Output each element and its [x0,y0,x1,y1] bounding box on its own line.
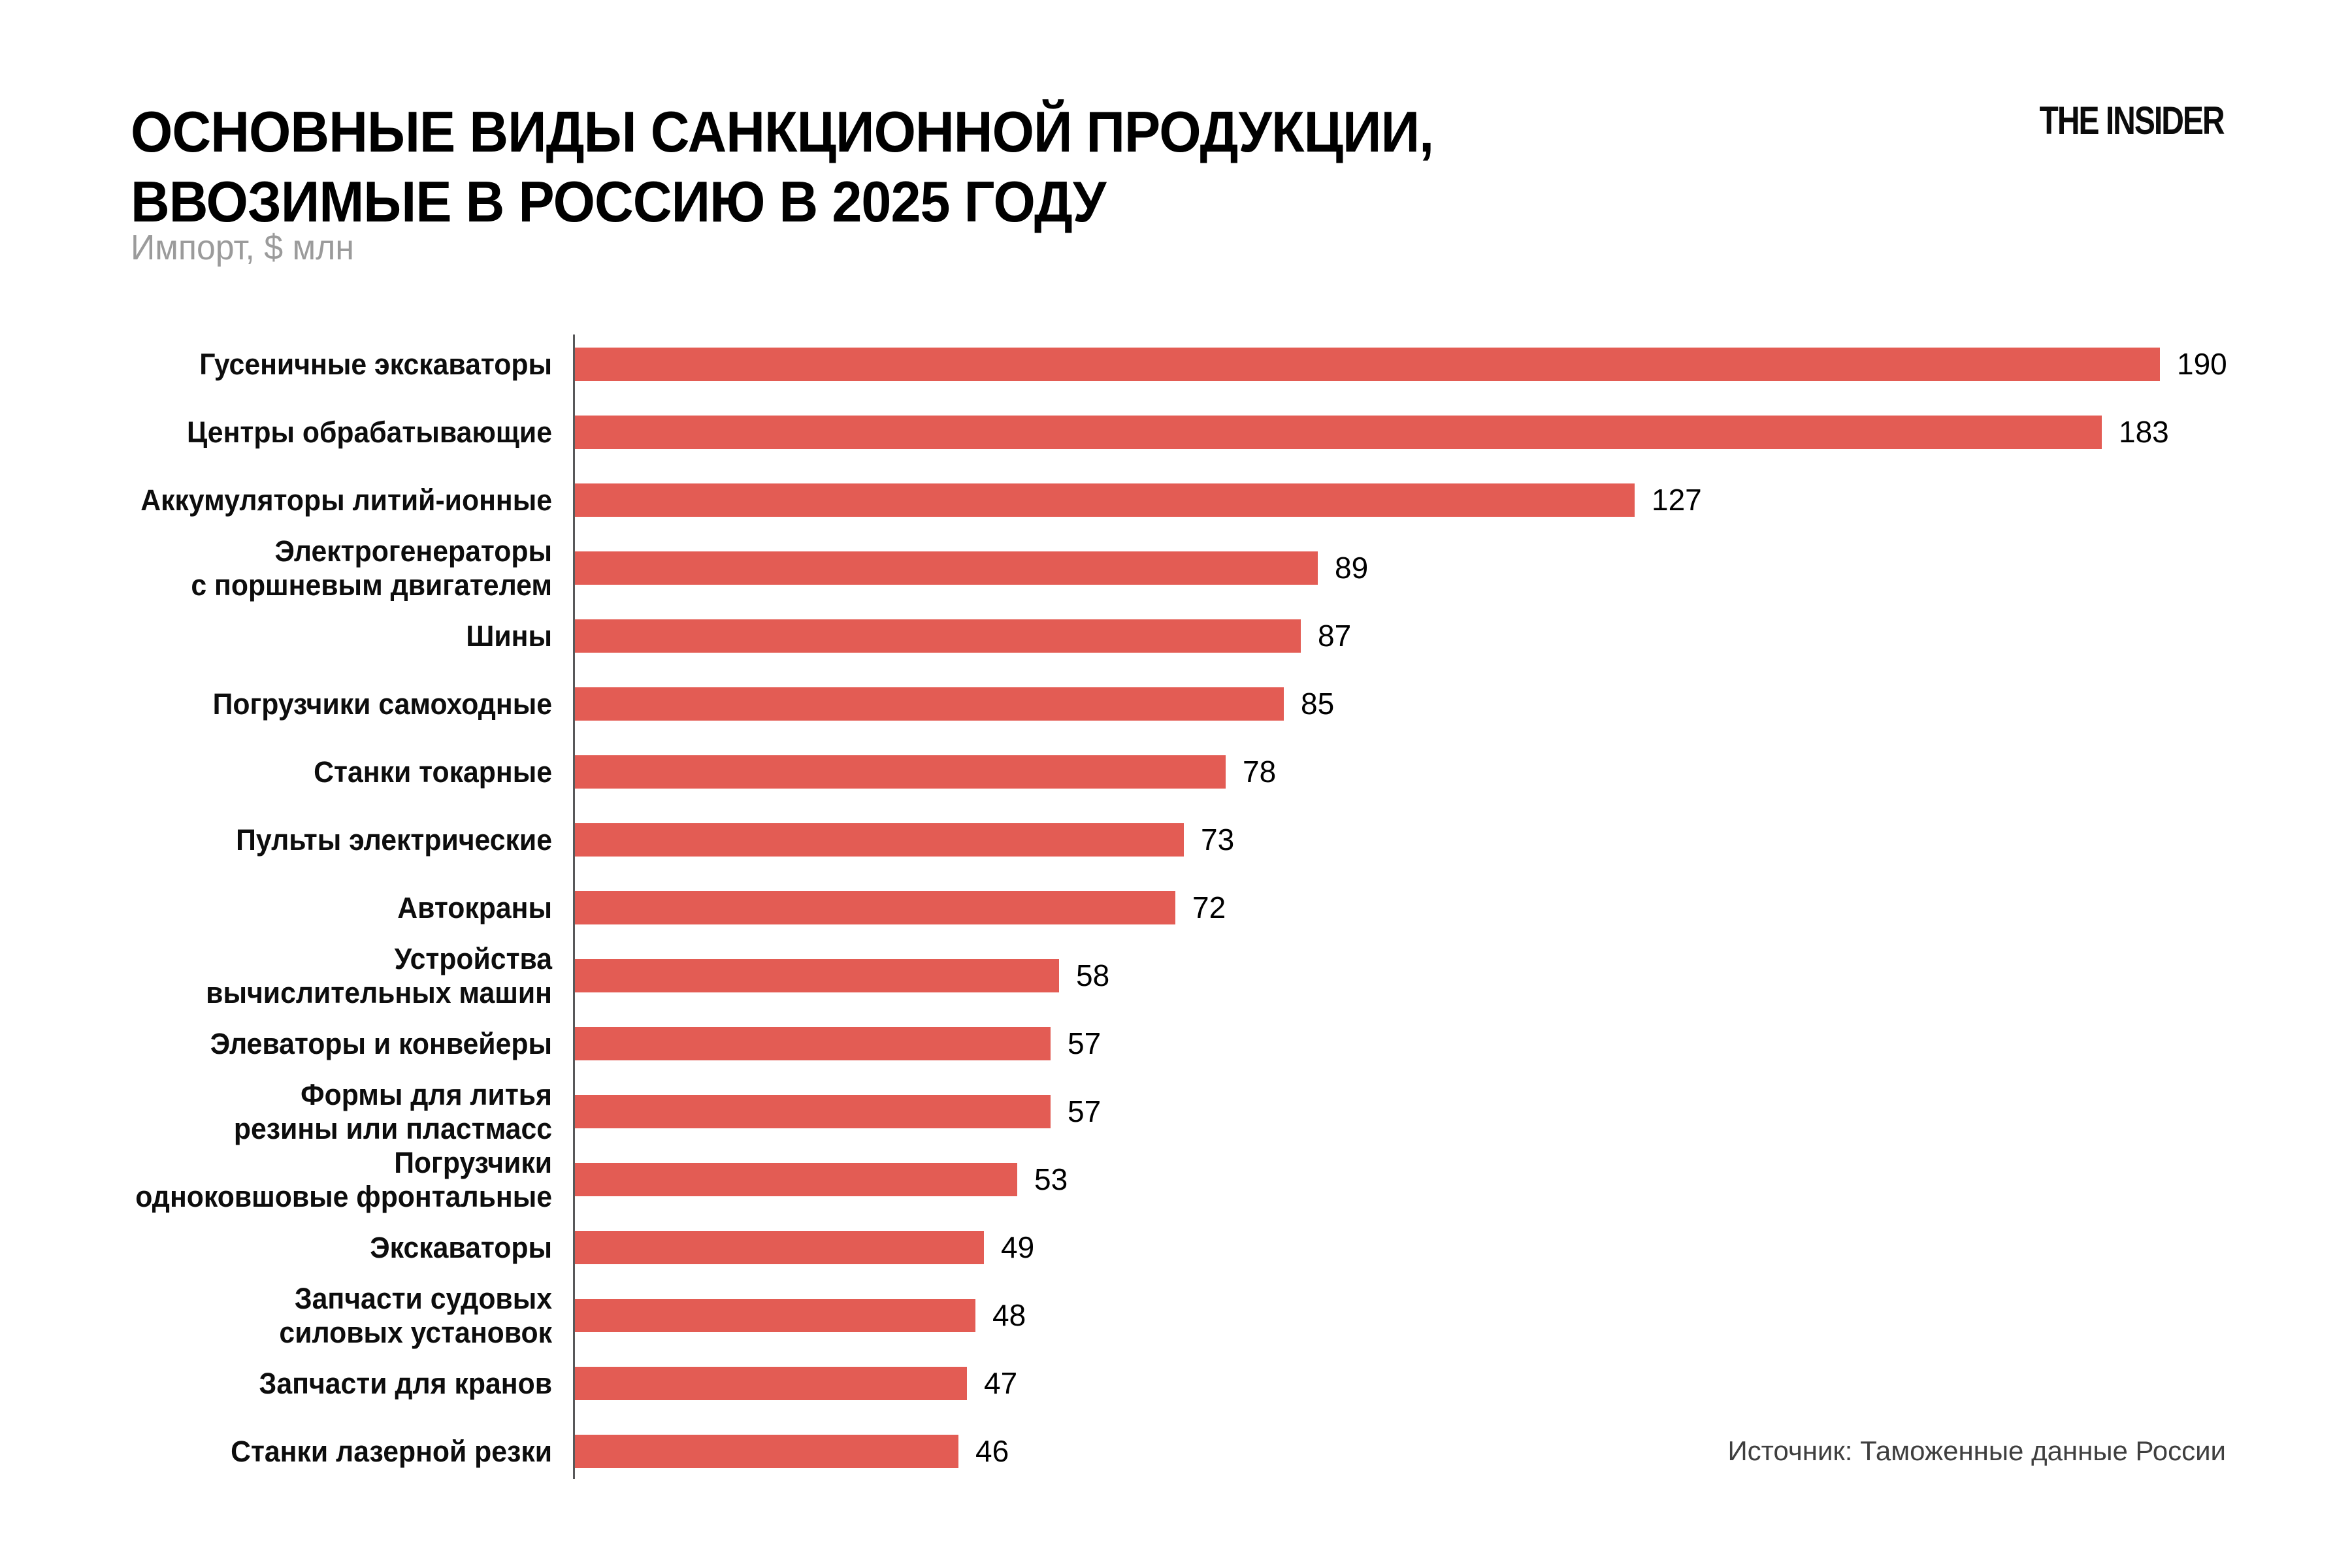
value-label: 89 [1335,551,1369,585]
bar [575,1367,967,1400]
value-label: 85 [1301,687,1335,721]
category-label: Погрузчики самоходные [43,687,552,721]
category-label-line: Шины [466,619,552,653]
category-label: Автокраны [43,891,552,925]
value-label: 57 [1068,1094,1102,1128]
category-label-line: Экскаваторы [370,1230,552,1264]
category-label-line: Погрузчики [394,1145,552,1179]
bar [575,416,2102,449]
category-label-line: Запчасти для кранов [259,1366,552,1400]
bar [575,823,1184,857]
category-label-line: вычислительных машин [206,975,552,1009]
y-axis-line [573,335,575,1479]
bar [575,1231,984,1264]
category-label-line: Элеваторы и конвейеры [210,1026,552,1060]
bar [575,755,1226,789]
category-label: Погрузчики одноковшовые фронтальные [43,1146,552,1214]
category-label-line: Пульты электрические [236,823,552,857]
category-label-line: Формы для литья [301,1077,552,1111]
value-label: 46 [975,1434,1009,1468]
category-label-line: Электрогенераторы [274,534,552,568]
value-label: 48 [992,1298,1026,1332]
category-label: Запчасти судовых силовых установок [43,1282,552,1350]
value-label: 53 [1034,1162,1068,1196]
value-label: 58 [1076,958,1110,992]
chart-subtitle: Импорт, $ млн [131,228,355,267]
category-label-line: резины или пластмасс [233,1111,552,1145]
value-label: 127 [1652,483,1702,517]
bar [575,1027,1051,1060]
bar [575,959,1059,992]
bar [575,619,1301,653]
category-label: Пульты электрические [43,823,552,857]
category-label: Станки лазерной резки [43,1435,552,1469]
category-label: Электрогенераторы с поршневым двигателем [43,534,552,602]
value-label: 78 [1243,755,1277,789]
category-label: Формы для литья резины или пластмасс [43,1078,552,1146]
value-label: 72 [1192,890,1226,924]
category-label-line: Аккумуляторы литий-ионные [140,483,553,517]
bar [575,348,2160,381]
bar [575,1435,958,1468]
category-label: Запчасти для кранов [43,1367,552,1401]
category-label-line: Станки токарные [314,755,552,789]
category-label-line: Запчасти судовых [294,1281,552,1315]
bar [575,1095,1051,1128]
category-label: Аккумуляторы литий-ионные [43,483,552,517]
chart-title-line2: ВВОЗИМЫЕ В РОССИЮ В 2025 ГОДУ [131,169,1106,234]
category-label: Устройства вычислительных машин [43,942,552,1010]
category-label-line: Устройства [394,941,552,975]
bar [575,687,1284,721]
category-label: Гусеничные экскаваторы [43,348,552,382]
category-label-line: Гусеничные экскаваторы [199,347,552,381]
category-label: Центры обрабатывающие [43,416,552,449]
bar [575,483,1635,517]
value-label: 190 [2177,347,2227,381]
category-label-line: силовых установок [279,1315,552,1349]
source-note: Источник: Таможенные данные России [1727,1435,2226,1466]
category-label-line: одноковшовые фронтальные [135,1179,553,1213]
category-label-line: Станки лазерной резки [231,1434,552,1468]
value-label: 87 [1318,619,1352,653]
value-label: 57 [1068,1026,1102,1060]
bar [575,551,1318,585]
category-label-line: Автокраны [397,890,552,924]
bar [575,1163,1017,1196]
chart-title: ОСНОВНЫЕ ВИДЫ САНКЦИОННОЙ ПРОДУКЦИИ, ВВО… [131,97,1434,237]
publisher-logo: THE INSIDER [2039,99,2225,142]
value-label: 47 [984,1366,1018,1400]
value-label: 73 [1201,823,1235,857]
chart-title-line1: ОСНОВНЫЕ ВИДЫ САНКЦИОННОЙ ПРОДУКЦИИ, [131,99,1434,164]
value-label: 183 [2119,415,2169,449]
category-label-line: Центры обрабатывающие [187,415,552,449]
category-label: Шины [43,619,552,653]
value-label: 49 [1001,1230,1035,1264]
bar [575,1299,975,1332]
category-label: Станки токарные [43,755,552,789]
category-label-line: Погрузчики самоходные [212,687,552,721]
bar [575,891,1175,924]
category-label: Элеваторы и конвейеры [43,1027,552,1061]
category-label-line: с поршневым двигателем [191,568,552,602]
category-label: Экскаваторы [43,1231,552,1265]
